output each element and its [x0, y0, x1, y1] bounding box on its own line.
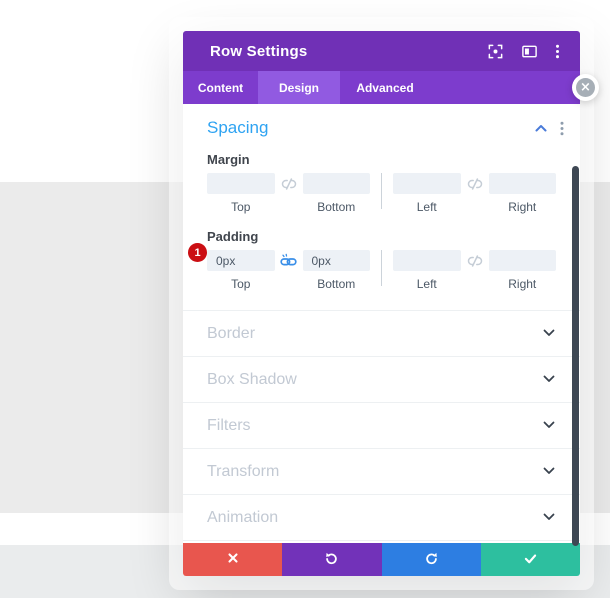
margin-top-field: Top: [207, 173, 275, 215]
modal-tabbar: Content Design Advanced: [183, 71, 580, 104]
expand-icon[interactable]: [487, 43, 504, 60]
spacing-section-header[interactable]: Spacing: [207, 118, 564, 138]
step-badge: 1: [188, 243, 207, 262]
field-label: Right: [508, 200, 537, 214]
field-divider: [381, 173, 382, 209]
margin-bottom-input[interactable]: [302, 173, 370, 194]
row-settings-modal: Row Settings Content Design Advanced Spa…: [183, 31, 580, 576]
field-label: Right: [508, 277, 537, 291]
margin-bottom-field: Bottom: [302, 173, 370, 215]
padding-top-bottom-group: Top Bottom: [207, 250, 370, 292]
field-label: Bottom: [317, 277, 356, 291]
padding-label: Padding: [207, 229, 259, 244]
margin-right-input[interactable]: [488, 173, 556, 194]
modal-header-actions: [487, 43, 560, 60]
undo-icon: [324, 551, 339, 569]
kebab-menu-icon[interactable]: [560, 121, 564, 136]
modal-content: Spacing Margin Top: [183, 104, 580, 543]
field-divider: [381, 250, 382, 286]
field-label: Left: [416, 200, 437, 214]
section-title: Transform: [207, 462, 280, 480]
modal-footer: [183, 543, 580, 576]
kebab-menu-icon[interactable]: [555, 43, 560, 60]
undo-button[interactable]: [282, 543, 382, 576]
spacing-title: Spacing: [207, 118, 269, 137]
redo-button[interactable]: [381, 543, 481, 576]
close-button[interactable]: ×: [572, 74, 599, 101]
margin-left-right-group: Left Right: [393, 173, 556, 215]
section-title: Border: [207, 324, 256, 342]
section-title: Filters: [207, 416, 251, 434]
close-icon: ×: [576, 78, 595, 97]
section-box-shadow[interactable]: Box Shadow: [183, 357, 580, 403]
margin-top-input[interactable]: [207, 173, 275, 194]
discard-button[interactable]: [183, 543, 283, 576]
section-animation[interactable]: Animation: [183, 495, 580, 541]
chevron-down-icon: [542, 371, 556, 389]
linked-chain-icon[interactable]: [275, 250, 303, 269]
padding-right-input[interactable]: [488, 250, 556, 271]
section-transform[interactable]: Transform: [183, 449, 580, 495]
modal-title: Row Settings: [210, 42, 308, 60]
unlinked-chain-icon[interactable]: [461, 250, 489, 269]
field-label: Top: [231, 200, 251, 214]
field-label: Bottom: [317, 200, 356, 214]
section-border[interactable]: Border: [183, 311, 580, 357]
margin-right-field: Right: [488, 173, 556, 215]
field-label: Top: [231, 277, 251, 291]
padding-left-input[interactable]: [393, 250, 461, 271]
spacing-header-icons: [534, 121, 564, 136]
chevron-down-icon: [542, 325, 556, 343]
field-label: Left: [416, 277, 437, 291]
padding-fields: Top Bottom Left: [207, 250, 556, 292]
section-title: Animation: [207, 508, 279, 526]
margin-top-bottom-group: Top Bottom: [207, 173, 370, 215]
unlinked-chain-icon[interactable]: [461, 173, 489, 192]
section-filters[interactable]: Filters: [183, 403, 580, 449]
padding-bottom-field: Bottom: [302, 250, 370, 292]
close-x-icon: [226, 551, 240, 568]
margin-fields: Top Bottom Left: [207, 173, 556, 215]
unlinked-chain-icon[interactable]: [275, 173, 303, 192]
tab-design[interactable]: Design: [258, 71, 340, 104]
padding-right-field: Right: [488, 250, 556, 292]
padding-bottom-input[interactable]: [302, 250, 370, 271]
padding-left-field: Left: [393, 250, 461, 292]
modal-scrollbar[interactable]: [572, 166, 579, 546]
margin-left-field: Left: [393, 173, 461, 215]
padding-left-right-group: Left Right: [393, 250, 556, 292]
spacing-section: Spacing Margin Top: [183, 104, 580, 292]
chevron-down-icon: [542, 463, 556, 481]
margin-left-input[interactable]: [393, 173, 461, 194]
save-button[interactable]: [480, 543, 580, 576]
modal-header: Row Settings: [183, 31, 580, 71]
redo-icon: [424, 551, 439, 569]
padding-top-input[interactable]: [207, 250, 275, 271]
margin-label: Margin: [207, 152, 250, 167]
collapsed-sections: Border Box Shadow Filters Transform: [183, 310, 580, 541]
check-icon: [523, 551, 538, 569]
chevron-up-icon[interactable]: [534, 123, 548, 133]
dock-panel-icon[interactable]: [521, 43, 538, 60]
padding-top-field: Top: [207, 250, 275, 292]
section-title: Box Shadow: [207, 370, 297, 388]
chevron-down-icon: [542, 417, 556, 435]
tab-advanced[interactable]: Advanced: [356, 80, 414, 95]
tab-content[interactable]: Content: [197, 80, 244, 95]
chevron-down-icon: [542, 509, 556, 527]
